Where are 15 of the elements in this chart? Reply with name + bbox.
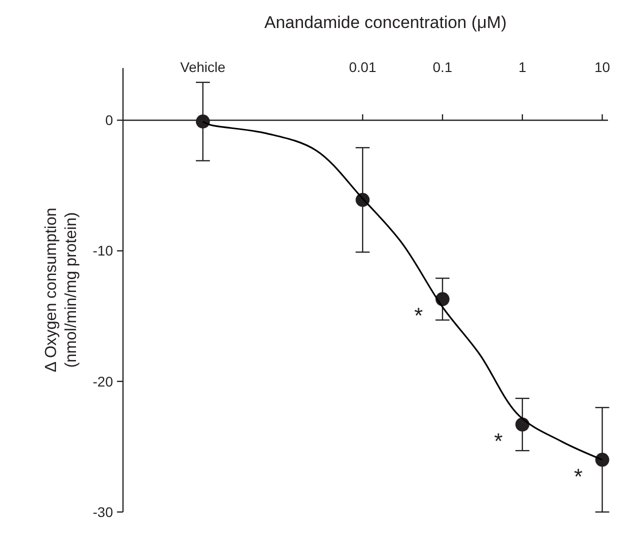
annotation: * — [494, 428, 504, 454]
point — [595, 452, 610, 467]
y-tick-label: 0 — [105, 112, 114, 128]
annotation: * — [414, 303, 424, 328]
x-tick-label: 0.1 — [432, 59, 452, 75]
y-tick-label: -10 — [92, 242, 114, 259]
y-tick-label: -20 — [92, 373, 114, 390]
x-tick-label: Vehicle — [180, 59, 226, 75]
x-axis-title: Anandamide concentration (μM) — [264, 13, 507, 32]
x-tick-label: 0.01 — [349, 59, 376, 75]
y-tick-label: -30 — [92, 504, 114, 520]
y-axis-title: Δ Oxygen consumption (nmol/min/mg protein) — [43, 208, 80, 372]
x-tick-label: 10 — [594, 59, 610, 75]
annotation: * — [574, 464, 583, 489]
x-tick-label: 1 — [518, 59, 526, 75]
